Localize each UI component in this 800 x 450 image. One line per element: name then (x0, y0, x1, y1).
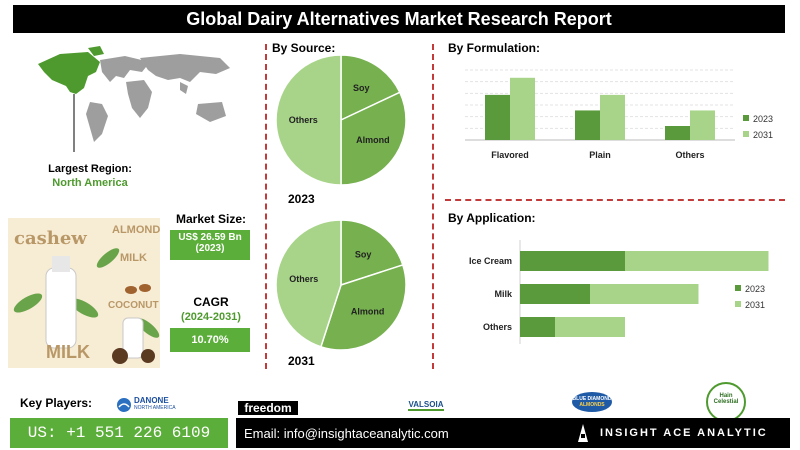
formulation-bar-2023-flavored (485, 94, 510, 140)
pie-label-soy: Soy (355, 250, 372, 260)
footer-bar: Email: info@insightaceanalytic.com INSIG… (236, 418, 790, 448)
formulation-bar-2023-plain (575, 110, 600, 140)
pie-2031-caption: 2031 (288, 354, 315, 368)
pie-slice-soy (340, 54, 401, 122)
market-size-box: US$ 26.59 Bn (2023) (170, 230, 250, 260)
phone-number[interactable]: US: +1 551 226 6109 (10, 418, 228, 448)
page-title: Global Dairy Alternatives Market Researc… (13, 5, 785, 33)
market-size-value: US$ 26.59 Bn (178, 232, 242, 243)
valsoia-logo: VALSOIA (408, 400, 444, 411)
legend-label-2031: 2031 (745, 300, 765, 310)
pie-slice-almond (319, 263, 407, 351)
legend-swatch-2023 (743, 115, 749, 121)
cagr-value: 10.70% (170, 328, 250, 352)
pie-slice-soy (340, 219, 404, 287)
freedom-logo: freedom (238, 401, 298, 415)
formulation-category-label: Flavored (491, 150, 529, 160)
formulation-category-label: Others (675, 150, 704, 160)
hain-celestial-logo: Hain Celestial (706, 382, 746, 422)
legend-label-2023: 2023 (745, 284, 765, 294)
pie-label-soy: Soy (353, 83, 370, 93)
application-bar-2031-ice-cream (625, 251, 769, 271)
north-america-shape (38, 52, 100, 94)
by-source-title: By Source: (272, 41, 336, 55)
pie-slice-others (276, 219, 342, 348)
brand-name: INSIGHT ACE ANALYTIC (600, 427, 768, 439)
milk-label: MILK (46, 342, 90, 362)
formulation-category-label: Plain (589, 150, 611, 160)
insight-ace-logo-icon (578, 424, 588, 442)
blue-diamond-logo: BLUE DIAMOND ALMONDS (572, 392, 612, 412)
legend-swatch-2031 (743, 131, 749, 137)
formulation-bar-2023-others (665, 126, 690, 140)
cashew-label: cashew (14, 228, 87, 249)
application-bar-2031-milk (590, 284, 699, 304)
divider-horizontal (445, 199, 785, 201)
application-bar-2031-others (555, 317, 625, 337)
coconut-label: COCONUT (108, 300, 159, 311)
largest-region-label: Largest Region: (48, 163, 132, 175)
almond-milk-label: MILK (120, 252, 147, 264)
dairy-illustration: cashew ALMOND MILK COCONUT MILK (8, 218, 160, 368)
application-category-label: Milk (494, 289, 512, 299)
application-bar-2023-others (520, 317, 555, 337)
pie-label-others: Others (289, 115, 318, 125)
formulation-bar-2031-flavored (510, 77, 535, 140)
source-pie-2031: Soy Almond Others (276, 219, 407, 351)
divider-left (265, 44, 267, 369)
formulation-bar-chart: Flavored Plain Others 2023 2031 (465, 69, 773, 160)
pie-2023-caption: 2023 (288, 192, 315, 206)
application-bar-chart: Ice Cream Milk Others 2023 2031 (469, 240, 769, 344)
pie-label-almond: Almond (351, 307, 385, 317)
source-pie-2023: Soy Almond Others (276, 54, 407, 186)
cagr-period: (2024-2031) (181, 311, 241, 323)
formulation-bar-2031-others (690, 110, 715, 140)
world-map (38, 46, 230, 152)
pie-slice-others (276, 54, 342, 186)
market-size-year: (2023) (195, 243, 225, 254)
legend-swatch-2031 (735, 301, 741, 307)
legend-label-2023: 2023 (753, 114, 773, 124)
pie-slice-almond (340, 91, 407, 186)
application-category-label: Others (483, 322, 512, 332)
email-link[interactable]: Email: info@insightaceanalytic.com (244, 426, 449, 441)
by-formulation-title: By Formulation: (448, 41, 540, 55)
application-bar-2023-milk (520, 284, 590, 304)
cagr-label: CAGR (193, 295, 229, 309)
legend-label-2031: 2031 (753, 130, 773, 140)
danone-logo: DANONE NORTH AMERICA (116, 396, 176, 414)
pie-label-others: Others (289, 274, 318, 284)
application-category-label: Ice Cream (469, 256, 512, 266)
market-size-label: Market Size: (175, 212, 247, 226)
by-application-title: By Application: (448, 211, 536, 225)
divider-right (432, 44, 434, 369)
formulation-bar-2031-plain (600, 94, 625, 140)
legend-swatch-2023 (735, 285, 741, 291)
almond-label: ALMOND (112, 224, 160, 236)
largest-region-value: North America (52, 177, 128, 189)
key-players-label: Key Players: (20, 396, 93, 410)
application-bar-2023-ice-cream (520, 251, 625, 271)
pie-label-almond: Almond (356, 135, 390, 145)
